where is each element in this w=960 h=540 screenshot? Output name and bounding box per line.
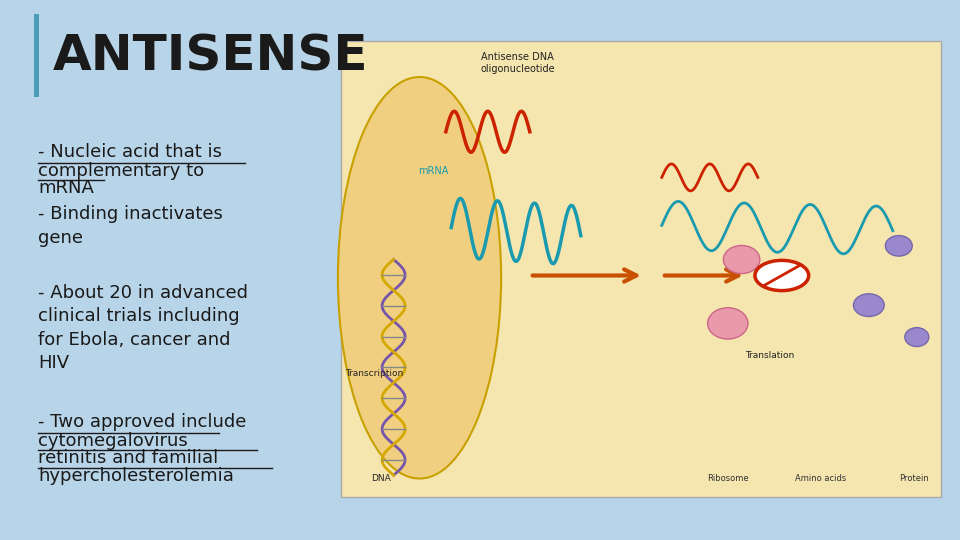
Text: mRNA: mRNA (419, 166, 449, 176)
Text: Translation: Translation (745, 351, 795, 360)
Text: retinitis and familial: retinitis and familial (38, 449, 219, 467)
Ellipse shape (853, 294, 884, 316)
Circle shape (755, 260, 808, 291)
Text: - Nucleic acid that is: - Nucleic acid that is (38, 143, 223, 161)
Text: Protein: Protein (899, 474, 928, 483)
Ellipse shape (723, 246, 759, 274)
Text: - Two approved include: - Two approved include (38, 413, 247, 431)
Ellipse shape (885, 235, 912, 256)
Text: DNA: DNA (371, 474, 391, 483)
Text: - About 20 in advanced
clinical trials including
for Ebola, cancer and
HIV: - About 20 in advanced clinical trials i… (38, 284, 249, 372)
Text: cytomegalovirus: cytomegalovirus (38, 432, 188, 450)
Ellipse shape (338, 77, 501, 478)
Text: complementary to: complementary to (38, 162, 204, 180)
Text: Transcription: Transcription (345, 369, 403, 378)
Text: Ribosome: Ribosome (707, 474, 749, 483)
Ellipse shape (708, 308, 748, 339)
Text: mRNA: mRNA (38, 179, 94, 197)
Text: ANTISENSE: ANTISENSE (53, 33, 369, 80)
Text: hypercholesterolemia: hypercholesterolemia (38, 467, 234, 484)
Text: Amino acids: Amino acids (795, 474, 847, 483)
Bar (341, 40, 941, 497)
Ellipse shape (904, 328, 928, 347)
Text: Antisense DNA
oligonucleotide: Antisense DNA oligonucleotide (481, 52, 555, 75)
Text: - Binding inactivates
gene: - Binding inactivates gene (38, 205, 224, 247)
Bar (34, 14, 39, 97)
